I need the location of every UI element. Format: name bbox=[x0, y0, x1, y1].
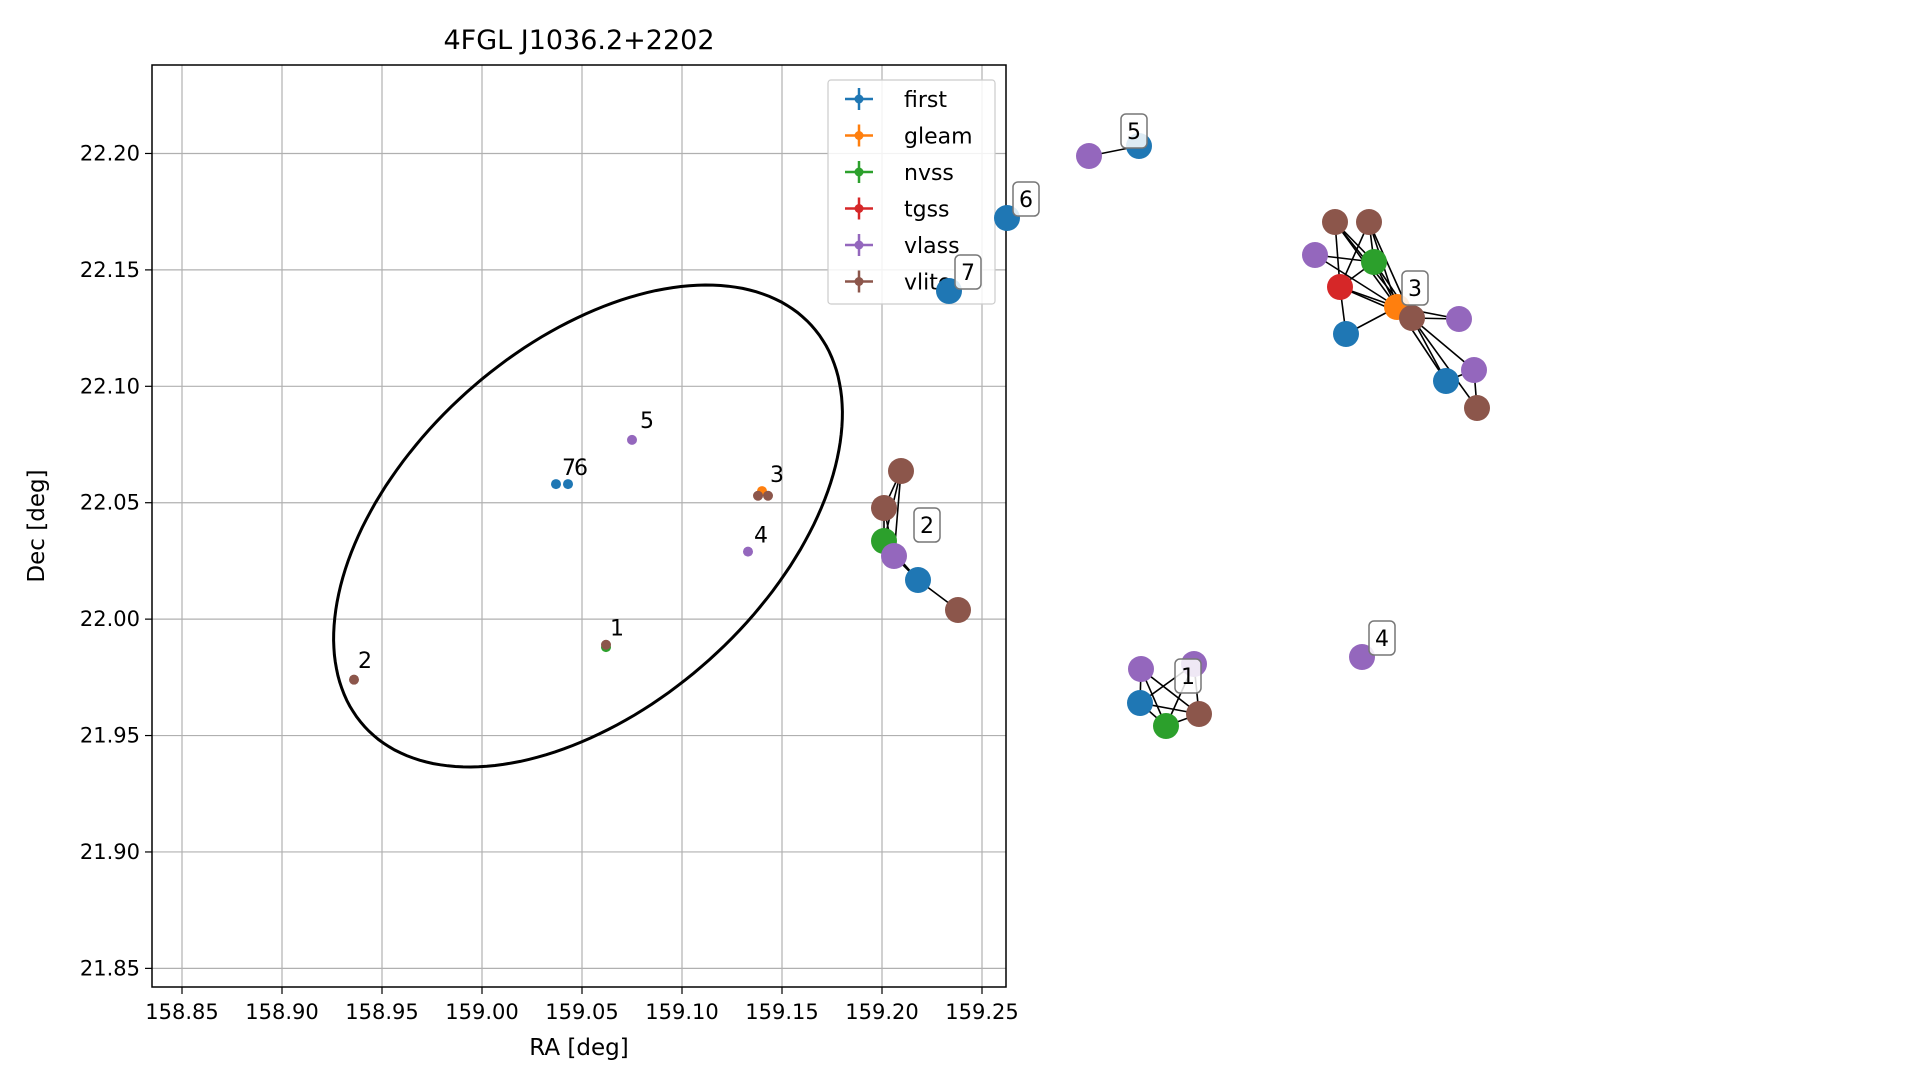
graph-node bbox=[1433, 368, 1459, 394]
x-tick-label: 158.90 bbox=[245, 1000, 318, 1024]
legend-label-first: first bbox=[904, 88, 947, 113]
y-tick-label: 22.00 bbox=[80, 607, 140, 631]
y-axis-label: Dec [deg] bbox=[24, 469, 50, 582]
graph-node bbox=[1322, 209, 1348, 235]
x-tick-label: 159.15 bbox=[745, 1000, 818, 1024]
graph-nodes bbox=[871, 133, 1490, 739]
x-axis-label: RA [deg] bbox=[529, 1035, 628, 1061]
point-annotation: 5 bbox=[640, 409, 654, 434]
cluster-label: 1 bbox=[1181, 665, 1195, 690]
scatter-points bbox=[349, 434, 773, 685]
legend-label-gleam: gleam bbox=[904, 125, 973, 150]
point-vlite bbox=[349, 674, 359, 685]
point-vlass bbox=[627, 434, 637, 445]
graph-node bbox=[1153, 713, 1179, 739]
graph-node bbox=[1461, 357, 1487, 383]
graph-node bbox=[1327, 274, 1353, 300]
cluster-label: 5 bbox=[1127, 120, 1141, 145]
graph-node bbox=[888, 458, 914, 484]
legend-marker-gleam bbox=[854, 131, 864, 140]
point-first bbox=[551, 479, 561, 490]
y-tick-label: 22.20 bbox=[80, 141, 140, 165]
y-tick-label: 21.90 bbox=[80, 840, 140, 864]
graph-edge bbox=[1314, 254, 1398, 308]
x-tick-label: 158.85 bbox=[145, 1000, 218, 1024]
x-tick-label: 159.00 bbox=[445, 1000, 518, 1024]
cluster-label-box bbox=[1174, 658, 1202, 694]
graph-node bbox=[1128, 656, 1154, 682]
y-tick-label: 22.15 bbox=[80, 258, 140, 282]
graph-node bbox=[905, 567, 931, 593]
graph-node bbox=[871, 495, 897, 521]
point-annotation: 1 bbox=[610, 616, 624, 641]
point-annotation: 7 bbox=[562, 456, 576, 481]
cluster-label: 2 bbox=[920, 514, 934, 539]
legend-marker-vlass bbox=[854, 240, 864, 250]
x-tick-label: 159.25 bbox=[945, 1000, 1018, 1024]
cluster-label: 6 bbox=[1019, 188, 1033, 213]
axes-frame bbox=[151, 64, 1007, 988]
grid bbox=[152, 65, 1006, 987]
legend-marker-tgss bbox=[854, 204, 864, 213]
y-tick-label: 22.10 bbox=[80, 374, 140, 398]
cluster-label-box bbox=[1368, 620, 1396, 656]
cluster-label-box bbox=[954, 254, 982, 290]
cluster-label: 4 bbox=[1375, 627, 1389, 652]
graph-node bbox=[1446, 306, 1472, 332]
axis-ticks: 158.85 158.90 158.95 159.00 159.05 159.10 159.… bbox=[80, 141, 1019, 1024]
graph-edge bbox=[1411, 317, 1475, 371]
point-annotation: 2 bbox=[358, 649, 372, 674]
point-vlite bbox=[601, 639, 611, 650]
legend-label-vlass: vlass bbox=[904, 234, 960, 259]
legend-label-tgss: tgss bbox=[904, 198, 950, 223]
point-annotation: 3 bbox=[770, 463, 784, 488]
cluster-label-box bbox=[1401, 270, 1429, 306]
graph-node bbox=[1361, 249, 1387, 275]
graph-node bbox=[1186, 701, 1212, 727]
chart-title: 4FGL J1036.2+2202 bbox=[443, 25, 714, 56]
point-vlass bbox=[743, 546, 753, 557]
x-tick-label: 159.05 bbox=[545, 1000, 618, 1024]
y-tick-label: 22.05 bbox=[80, 491, 140, 515]
graph-node bbox=[945, 597, 971, 623]
uncertainty-ellipse bbox=[332, 283, 844, 769]
x-tick-label: 159.10 bbox=[645, 1000, 718, 1024]
cluster-label: 3 bbox=[1408, 277, 1422, 302]
graph-node bbox=[1302, 242, 1328, 268]
legend-label-nvss: nvss bbox=[904, 161, 954, 186]
y-tick-label: 21.85 bbox=[80, 956, 140, 980]
point-annotation: 4 bbox=[754, 523, 768, 548]
x-tick-label: 159.20 bbox=[845, 1000, 918, 1024]
point-first bbox=[563, 479, 573, 490]
network-graph: 1 2 3 4 5 6 7 bbox=[871, 113, 1490, 739]
legend-marker-vlite bbox=[854, 277, 864, 286]
graph-node bbox=[881, 543, 907, 569]
x-tick-label: 158.95 bbox=[345, 1000, 418, 1024]
graph-node bbox=[1333, 321, 1359, 347]
point-annotation: 6 bbox=[574, 456, 588, 481]
y-tick-label: 21.95 bbox=[80, 724, 140, 748]
graph-node bbox=[1076, 143, 1102, 169]
point-vlite bbox=[763, 490, 773, 501]
cluster-label-box bbox=[1012, 181, 1040, 217]
uncertainty-ellipse-layer bbox=[332, 283, 844, 769]
cluster-label-box bbox=[1120, 113, 1148, 149]
legend-marker-first bbox=[854, 94, 864, 104]
cluster-label-box bbox=[913, 507, 941, 543]
graph-node bbox=[1399, 305, 1425, 331]
graph-edge bbox=[1411, 317, 1478, 409]
graph-node bbox=[1464, 395, 1490, 421]
point-annotations: 1 2 3 4 5 76 bbox=[358, 409, 784, 674]
cluster-labels: 1 2 3 4 5 6 7 bbox=[913, 113, 1429, 694]
point-vlite bbox=[753, 490, 763, 501]
graph-node bbox=[1356, 209, 1382, 235]
graph-node bbox=[1127, 690, 1153, 716]
cluster-label: 7 bbox=[961, 261, 975, 286]
legend-marker-nvss bbox=[854, 167, 864, 177]
